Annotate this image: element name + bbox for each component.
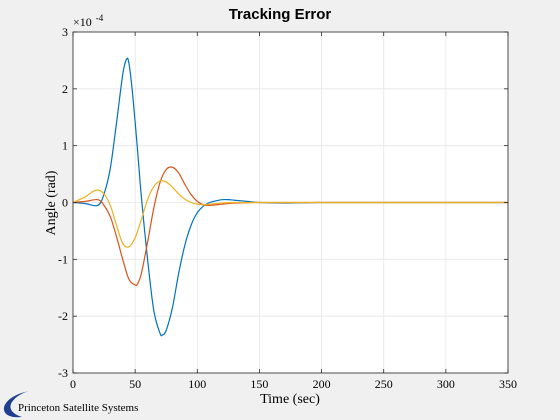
x-tick-label: 250 [375,377,393,391]
x-tick-label: 150 [250,377,268,391]
chart-title: Tracking Error [229,6,332,23]
pss-logo: Princeton Satellite Systems [3,391,138,418]
y-multiplier-base: ×10 [73,15,92,29]
y-tick-label: 2 [62,82,68,96]
y-axis-label: Angle (rad) [44,170,59,235]
y-tick-label: -3 [58,366,68,380]
x-tick-label: 50 [129,377,141,391]
y-axis-multiplier: ×10 -4 [73,13,104,30]
y-tick-labels: -3 -2 -1 0 1 2 3 [58,25,68,380]
y-tick-label: 0 [62,196,68,210]
y-tick-label: -2 [58,309,68,323]
logo-text: Princeton Satellite Systems [18,402,138,414]
y-tick-label: 1 [62,139,68,153]
x-tick-label: 300 [437,377,455,391]
y-multiplier-exponent: -4 [96,13,104,23]
x-tick-label: 0 [70,377,76,391]
series-yellow-line [72,180,508,248]
logo-swoosh-icon [3,391,30,418]
y-tick-label: -1 [58,252,68,266]
x-tick-label: 200 [313,377,331,391]
tick-marks [72,31,509,374]
series-layer [72,57,508,337]
x-tick-label: 100 [188,377,206,391]
x-tick-label: 350 [499,377,517,391]
x-axis-label: Time (sec) [260,392,320,407]
y-tick-label: 3 [62,25,68,39]
x-tick-labels: 0 50 100 150 200 250 300 350 [70,377,517,391]
series-blue-line [72,57,508,337]
